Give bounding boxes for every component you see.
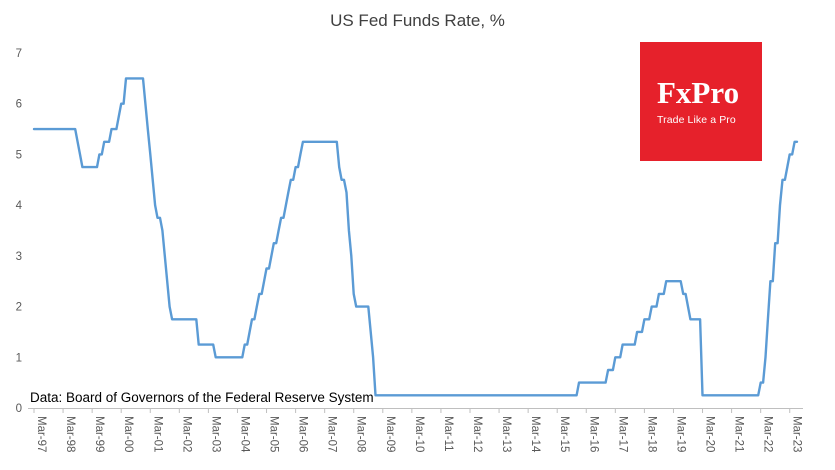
x-axis-label: Mar-98 [64,416,76,452]
fxpro-logo-tagline: Trade Like a Pro [657,114,736,126]
y-axis-label: 1 [16,352,22,364]
fxpro-logo-wordmark: FxPro [657,75,740,110]
x-axis-label: Mar-21 [733,416,745,452]
x-axis-label: Mar-04 [238,416,250,453]
fxpro-logo: FxPro Trade Like a Pro [640,42,762,161]
y-axis-label: 0 [16,403,22,415]
x-axis-label: Mar-01 [151,416,163,452]
x-axis-label: Mar-15 [558,416,570,452]
x-axis-label: Mar-17 [616,416,628,452]
x-axis-label: Mar-12 [471,416,483,452]
x-axis-label: Mar-05 [268,416,280,452]
x-axis-label: Mar-08 [355,416,367,452]
x-axis-label: Mar-06 [297,416,309,452]
x-axis-label: Mar-18 [645,416,657,452]
x-axis-label: Mar-20 [704,416,716,452]
y-axis-label: 3 [16,251,22,263]
y-axis-label: 6 [16,99,22,111]
x-axis-label: Mar-99 [93,416,105,452]
y-axis-label: 4 [16,200,23,212]
data-source-note: Data: Board of Governors of the Federal … [30,390,374,405]
x-axis-label: Mar-11 [442,416,454,452]
x-axis-label: Mar-16 [587,416,599,452]
x-axis-label: Mar-07 [326,416,338,452]
x-axis-label: Mar-02 [180,416,192,452]
y-axis-label: 7 [16,48,22,60]
x-axis-label: Mar-22 [762,416,774,452]
x-axis-label: Mar-00 [122,416,134,452]
y-axis-label: 5 [16,149,22,161]
y-axis-label: 2 [16,302,22,314]
x-axis-label: Mar-97 [35,416,47,452]
x-axis-label: Mar-13 [500,416,512,452]
x-axis-label: Mar-14 [529,416,541,453]
fed-funds-rate-line [32,77,799,397]
x-axis-label: Mar-23 [791,416,803,452]
x-axis-label: Mar-10 [413,416,425,452]
x-axis-label: Mar-19 [674,416,686,452]
x-axis-label: Mar-09 [384,416,396,452]
x-axis-label: Mar-03 [209,416,221,452]
chart-title: US Fed Funds Rate, % [330,11,505,30]
